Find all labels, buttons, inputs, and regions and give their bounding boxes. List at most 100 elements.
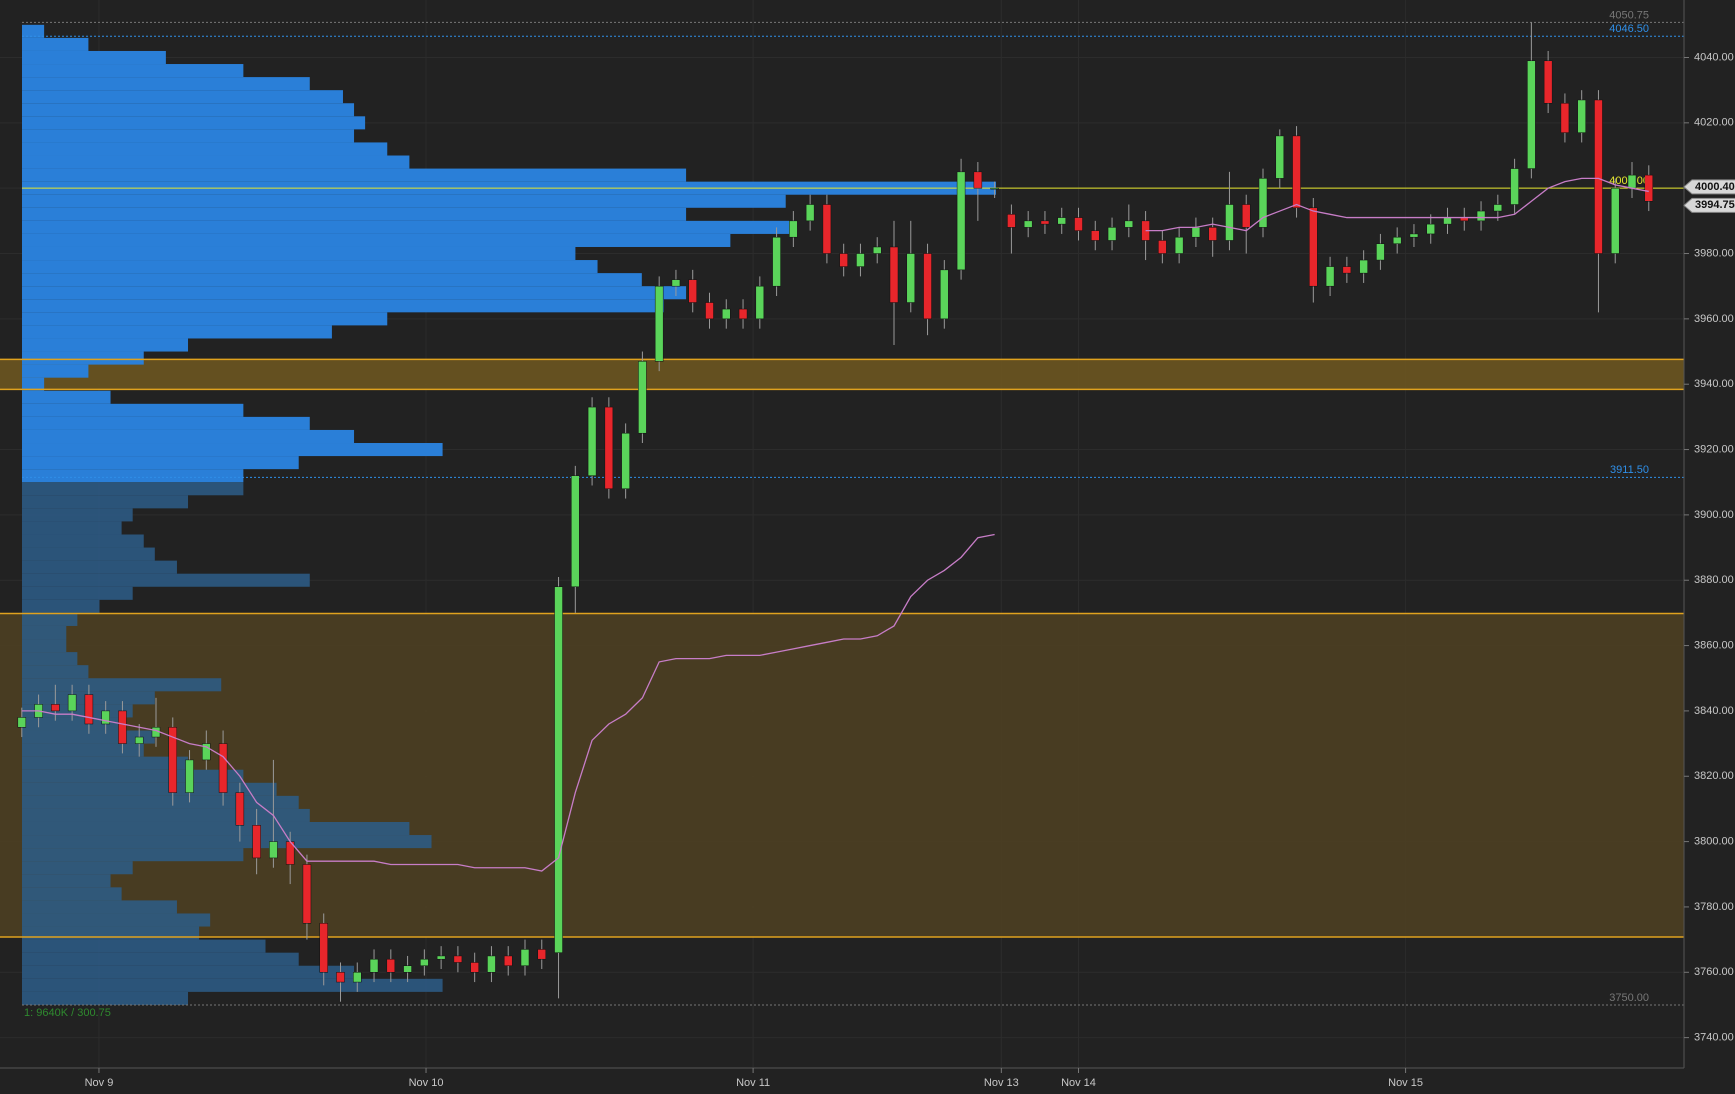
candle-body — [1225, 204, 1234, 241]
vwap-line — [1145, 177, 1649, 232]
candle-body — [805, 204, 815, 222]
candle-body — [470, 962, 479, 973]
zone — [0, 359, 1684, 390]
profile-bar — [22, 246, 576, 261]
candle-body — [839, 253, 848, 267]
candle-body — [269, 841, 278, 859]
x-tick-label: Nov 14 — [1061, 1077, 1096, 1089]
candle-body — [1275, 135, 1285, 179]
candle-body — [1476, 210, 1486, 222]
profile-bar — [22, 286, 687, 300]
y-tick-label: 3900.00 — [1694, 509, 1734, 521]
profile-bar — [22, 665, 89, 679]
candle-body — [923, 253, 932, 320]
candle-body — [319, 923, 328, 973]
candles — [17, 22, 1654, 1002]
candle-body — [1426, 223, 1435, 235]
profile-bar — [22, 443, 443, 457]
profile-bar — [22, 861, 133, 875]
x-tick-label: Nov 11 — [736, 1077, 770, 1089]
profile-bar — [22, 482, 244, 496]
candle-body — [1208, 227, 1217, 241]
profile-bar — [22, 469, 244, 483]
profile-bar — [22, 756, 189, 770]
profile-bar — [22, 573, 310, 587]
y-tick-label: 3760.00 — [1694, 966, 1734, 978]
candle-body — [587, 406, 597, 476]
profile-bar — [22, 625, 67, 640]
candle-body — [218, 743, 228, 793]
profile-bar — [22, 377, 45, 391]
profile-bar — [22, 312, 388, 326]
candle-body — [118, 710, 127, 744]
candle-body — [571, 475, 580, 588]
profile-bar — [22, 168, 687, 182]
candle-body — [168, 726, 178, 793]
profile-bar — [22, 900, 177, 914]
profile-bar — [22, 560, 177, 574]
profile-bar — [22, 338, 189, 352]
candle-body — [772, 236, 781, 287]
level-label: 4046.50 — [1609, 23, 1649, 35]
candle-body — [973, 171, 983, 189]
profile-bar — [22, 821, 410, 836]
y-tick-label: 3920.00 — [1694, 443, 1734, 455]
candle-body — [134, 736, 144, 744]
candle-body — [1409, 233, 1419, 238]
y-tick-label: 3880.00 — [1694, 574, 1734, 586]
profile-bar — [22, 599, 100, 613]
profile-bar — [22, 24, 45, 38]
candle-body — [1376, 243, 1385, 261]
candle-body — [1527, 60, 1536, 169]
candle-body — [1191, 227, 1201, 238]
profile-bar — [22, 207, 687, 221]
profile-bar — [22, 835, 432, 849]
profile-bar — [22, 50, 166, 65]
candle-body — [17, 717, 27, 728]
candle-body — [621, 432, 630, 490]
candle-body — [1594, 99, 1603, 254]
profile-bar — [22, 508, 133, 522]
candle-body — [84, 694, 94, 725]
candle-body — [252, 825, 261, 859]
candle-body — [1309, 207, 1318, 287]
x-tick-label: Nov 15 — [1388, 1077, 1423, 1089]
candle-body — [1610, 187, 1620, 254]
profile-bar — [22, 416, 310, 430]
profile-bar — [22, 652, 78, 666]
candle-body — [1577, 99, 1586, 133]
candle-body — [789, 220, 798, 238]
x-tick-label: Nov 13 — [984, 1077, 1019, 1089]
candle-body — [990, 187, 999, 190]
candle-body — [1007, 214, 1016, 228]
profile-bar — [22, 874, 111, 888]
candle-body — [1241, 204, 1251, 228]
price-tag-label: 3994.75 — [1695, 199, 1735, 211]
candle-body — [67, 694, 77, 712]
candle-body — [1091, 230, 1100, 241]
y-tick-label: 3980.00 — [1694, 247, 1734, 259]
profile-bar — [22, 534, 144, 548]
profile-bar — [22, 129, 355, 143]
profile-bar — [22, 103, 355, 117]
profile-bar — [22, 965, 355, 979]
profile-bar — [22, 717, 122, 731]
candle-body — [1493, 204, 1503, 212]
candle-body — [520, 949, 530, 966]
profile-bar — [22, 403, 244, 417]
candle-body — [235, 792, 245, 826]
candle-body — [822, 204, 832, 254]
candle-body — [369, 958, 379, 973]
level-label: 3911.50 — [1610, 464, 1649, 476]
candle-body — [302, 864, 312, 924]
profile-bar — [22, 495, 189, 509]
profile-bar — [22, 887, 122, 901]
y-tick-label: 3960.00 — [1694, 313, 1734, 325]
y-tick-label: 3840.00 — [1694, 705, 1734, 717]
profile-bar — [22, 913, 211, 927]
profile-bar — [22, 299, 664, 313]
y-tick-label: 4020.00 — [1694, 117, 1734, 129]
